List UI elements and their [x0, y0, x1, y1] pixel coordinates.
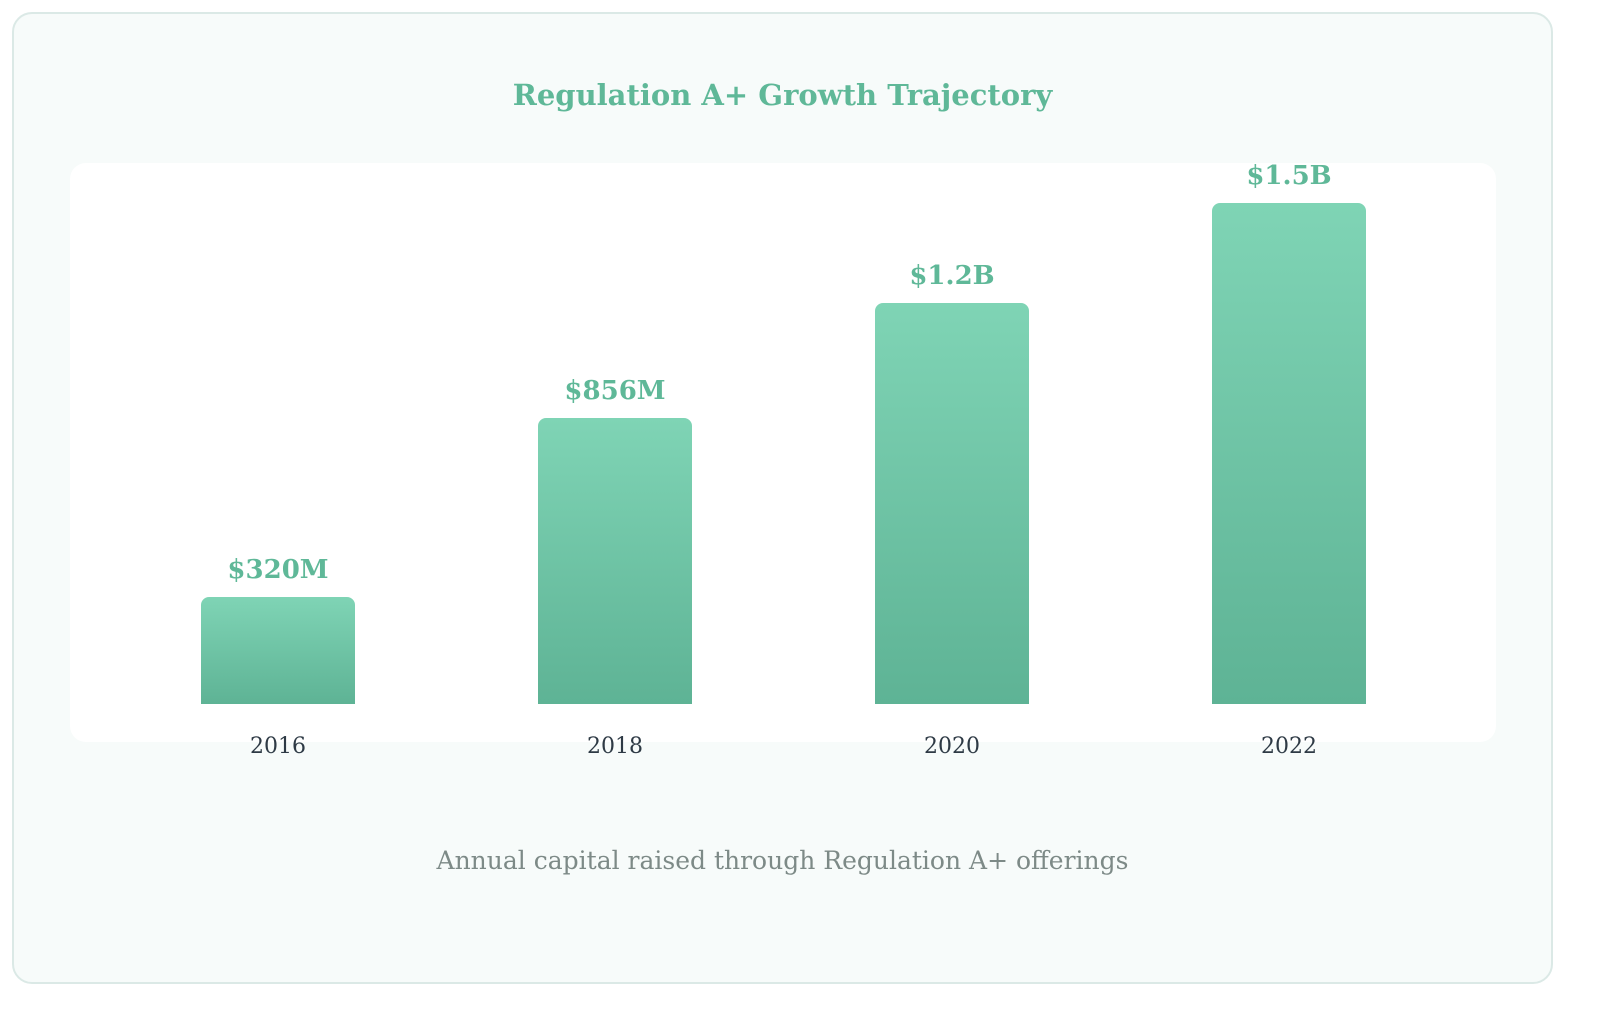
- chart-subtitle: Annual capital raised through Regulation…: [436, 846, 1129, 875]
- data-label-2020: $1.2B: [909, 261, 995, 291]
- x-tick-2018: 2018: [587, 734, 643, 759]
- bar-2018: [538, 418, 692, 704]
- chart-title: Regulation A+ Growth Trajectory: [512, 78, 1053, 112]
- bar-2022: [1212, 203, 1366, 704]
- bar-2016: [201, 597, 355, 704]
- data-label-2022: $1.5B: [1246, 161, 1332, 191]
- data-label-2016: $320M: [227, 555, 329, 585]
- x-tick-2016: 2016: [250, 734, 306, 759]
- bar-2020: [875, 303, 1029, 704]
- data-label-2018: $856M: [564, 376, 666, 406]
- x-tick-2020: 2020: [924, 734, 980, 759]
- x-tick-2022: 2022: [1261, 734, 1317, 759]
